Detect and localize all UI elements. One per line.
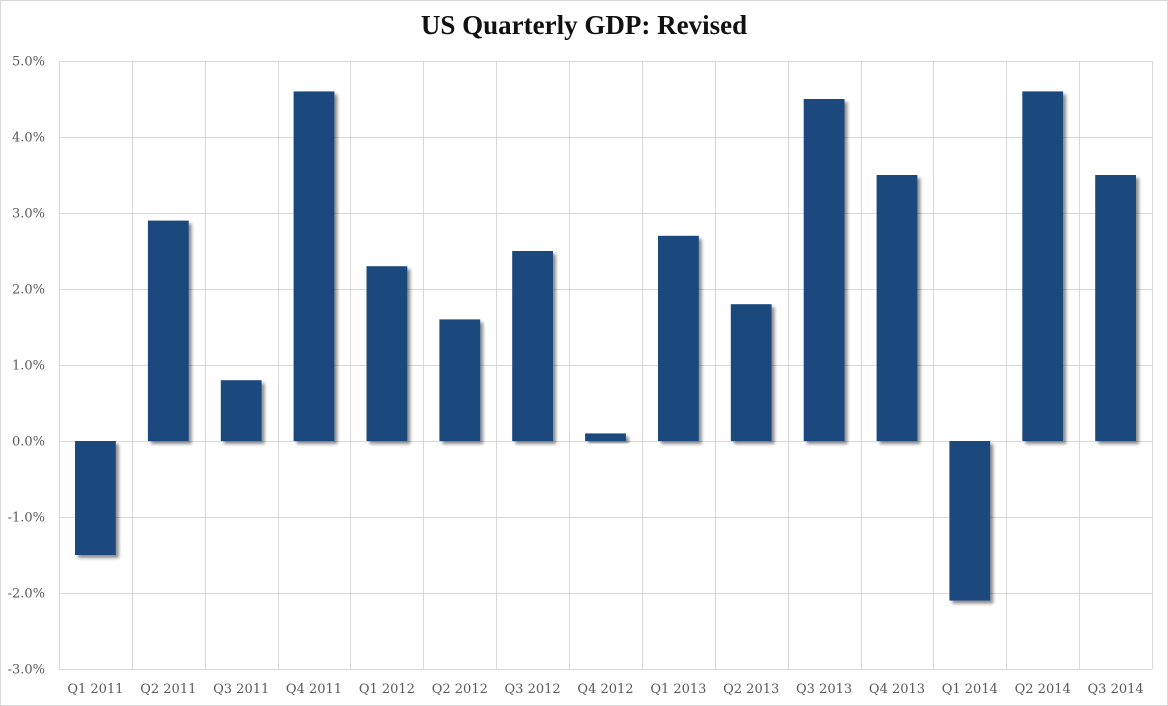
y-tick-label: 3.0% [12, 207, 45, 222]
y-tick-label: 2.0% [12, 283, 45, 298]
grid-lines [59, 61, 1153, 670]
bars [75, 91, 1136, 601]
bar-q1-2014 [949, 441, 991, 601]
bar-q3-2014 [1095, 175, 1136, 441]
bar-q2-2013 [730, 304, 772, 441]
x-tick-label: Q1 2012 [359, 682, 415, 697]
bar-q2-2012 [439, 319, 481, 441]
y-tick-label: 5.0% [12, 55, 45, 70]
x-tick-label: Q1 2011 [67, 682, 123, 697]
y-tick-label: 4.0% [12, 131, 45, 146]
bar-q2-2014 [1022, 91, 1064, 442]
bar-q3-2012 [512, 251, 553, 441]
bar-q1-2011 [75, 441, 116, 555]
bar-q1-2013 [658, 235, 699, 441]
x-tick-label: Q4 2011 [286, 682, 342, 697]
y-tick-label: -1.0% [8, 511, 45, 526]
x-tick-label: Q2 2013 [723, 682, 779, 697]
x-tick-label: Q3 2012 [505, 682, 561, 697]
x-tick-label: Q4 2013 [869, 682, 925, 697]
bar-q1-2012 [366, 266, 408, 441]
x-tick-label: Q3 2014 [1088, 682, 1144, 697]
x-tick-label: Q2 2011 [140, 682, 196, 697]
x-tick-label: Q2 2014 [1015, 682, 1071, 697]
bar-q3-2013 [803, 99, 845, 441]
y-tick-label: -3.0% [8, 663, 45, 678]
bar-q4-2012 [585, 433, 626, 441]
x-tick-label: Q1 2013 [650, 682, 706, 697]
y-axis-tick-labels: 5.0% 4.0% 3.0% 2.0% 1.0% 0.0% -1.0% -2.0% -3.0% [8, 55, 45, 678]
x-tick-label: Q4 2012 [577, 682, 633, 697]
bar-q4-2013 [876, 175, 918, 441]
x-tick-label: Q2 2012 [432, 682, 488, 697]
chart-title: US Quarterly GDP: Revised [420, 10, 748, 40]
y-tick-label: 0.0% [12, 435, 45, 450]
x-axis-tick-labels: Q1 2011 Q2 2011 Q3 2011 Q4 2011 Q1 2012 Q2 20… [67, 682, 1143, 697]
y-tick-label: 1.0% [12, 359, 45, 374]
bar-q2-2011 [147, 220, 189, 441]
bar-q3-2011 [220, 380, 262, 441]
x-tick-label: Q1 2014 [942, 682, 998, 697]
bar-q4-2011 [293, 91, 335, 442]
y-tick-label: -2.0% [8, 587, 45, 602]
x-tick-label: Q3 2013 [796, 682, 852, 697]
x-tick-label: Q3 2011 [213, 682, 269, 697]
